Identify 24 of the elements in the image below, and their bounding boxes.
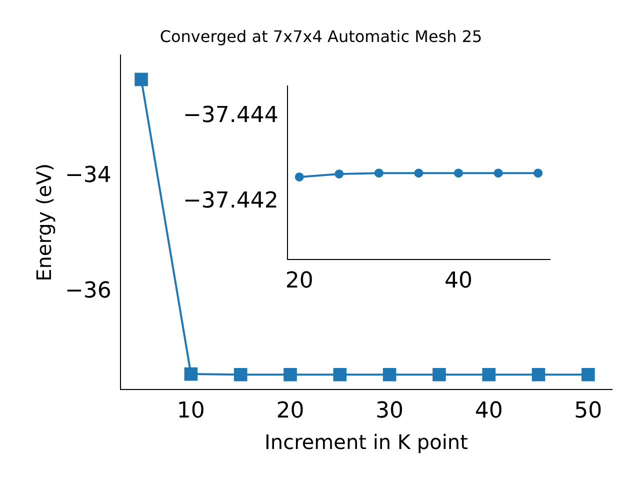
y-axis-title: Energy (eV) (32, 163, 56, 282)
x-tick-label: 20 (285, 268, 314, 294)
point (532, 368, 546, 382)
y-tick-label: −37.444 (182, 102, 278, 128)
point (582, 368, 595, 382)
point (184, 367, 198, 381)
x-tick-label: 40 (444, 268, 472, 294)
x-tick-label: 30 (376, 398, 404, 424)
x-axis-title: Increment in K point (264, 430, 468, 454)
x-tick-label: 50 (574, 398, 602, 424)
x-tick-label: 20 (276, 398, 304, 424)
point (432, 368, 446, 382)
point (382, 368, 396, 382)
point (333, 368, 347, 382)
x-tick-label: 40 (474, 398, 503, 424)
point (234, 368, 248, 382)
point (134, 72, 148, 86)
y-tick-label: −34 (64, 162, 112, 188)
chart-title: Converged at 7x7x4 Automatic Mesh 25 (160, 26, 482, 46)
y-tick-label: −37.442 (182, 188, 278, 214)
x-tick-label: 10 (176, 398, 205, 424)
y-tick-label: −36 (64, 278, 112, 304)
point (284, 368, 297, 382)
point (482, 368, 496, 382)
